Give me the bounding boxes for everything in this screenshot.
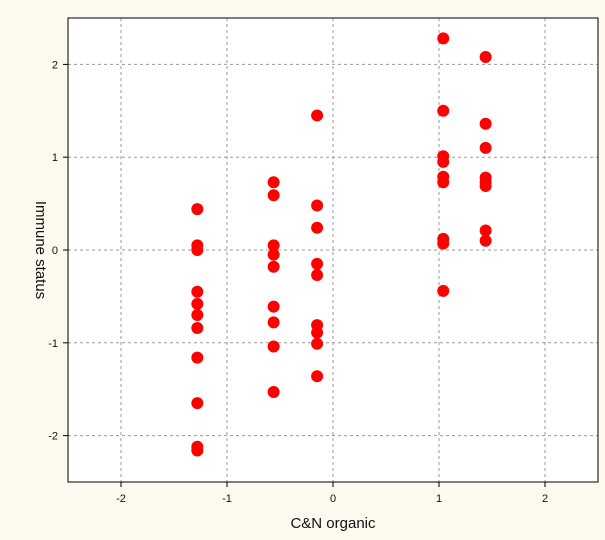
data-point <box>267 239 280 252</box>
data-point <box>437 155 450 168</box>
data-point <box>479 50 492 63</box>
data-point <box>267 300 280 313</box>
x-tick-label: -1 <box>222 493 232 505</box>
data-point <box>479 117 492 130</box>
x-tick-label: -2 <box>116 493 126 505</box>
y-tick-label: 1 <box>52 152 58 164</box>
data-point <box>267 340 280 353</box>
data-point <box>437 32 450 45</box>
data-point <box>191 297 204 310</box>
data-point <box>479 234 492 247</box>
y-tick-label: -2 <box>48 431 58 443</box>
data-point <box>191 285 204 298</box>
x-tick-label: 0 <box>330 493 336 505</box>
data-point <box>267 260 280 273</box>
data-point <box>311 221 324 234</box>
data-point <box>267 248 280 261</box>
data-point <box>311 326 324 339</box>
data-point <box>479 179 492 192</box>
data-point <box>311 370 324 383</box>
data-point <box>191 351 204 364</box>
data-point <box>267 176 280 189</box>
data-point <box>311 269 324 282</box>
y-tick-label: 0 <box>52 245 58 257</box>
y-tick-label: -1 <box>48 338 58 350</box>
data-point <box>191 397 204 410</box>
data-point <box>311 109 324 122</box>
data-point <box>191 308 204 321</box>
data-point <box>437 176 450 189</box>
data-point <box>437 104 450 117</box>
y-tick-label: 2 <box>52 59 58 71</box>
data-point <box>311 257 324 270</box>
data-point <box>267 189 280 202</box>
y-axis-title: Immune status <box>32 201 49 299</box>
data-point <box>191 321 204 334</box>
data-point <box>267 385 280 398</box>
x-tick-label: 1 <box>436 493 442 505</box>
data-point <box>479 224 492 237</box>
data-point <box>437 237 450 250</box>
data-point <box>311 337 324 350</box>
data-point <box>479 141 492 154</box>
data-point <box>191 444 204 457</box>
data-point <box>191 203 204 216</box>
data-point <box>311 199 324 212</box>
data-point <box>437 284 450 297</box>
x-tick-label: 2 <box>542 493 548 505</box>
x-axis-title: C&N organic <box>290 515 376 532</box>
data-point <box>191 244 204 256</box>
data-point <box>267 316 280 329</box>
